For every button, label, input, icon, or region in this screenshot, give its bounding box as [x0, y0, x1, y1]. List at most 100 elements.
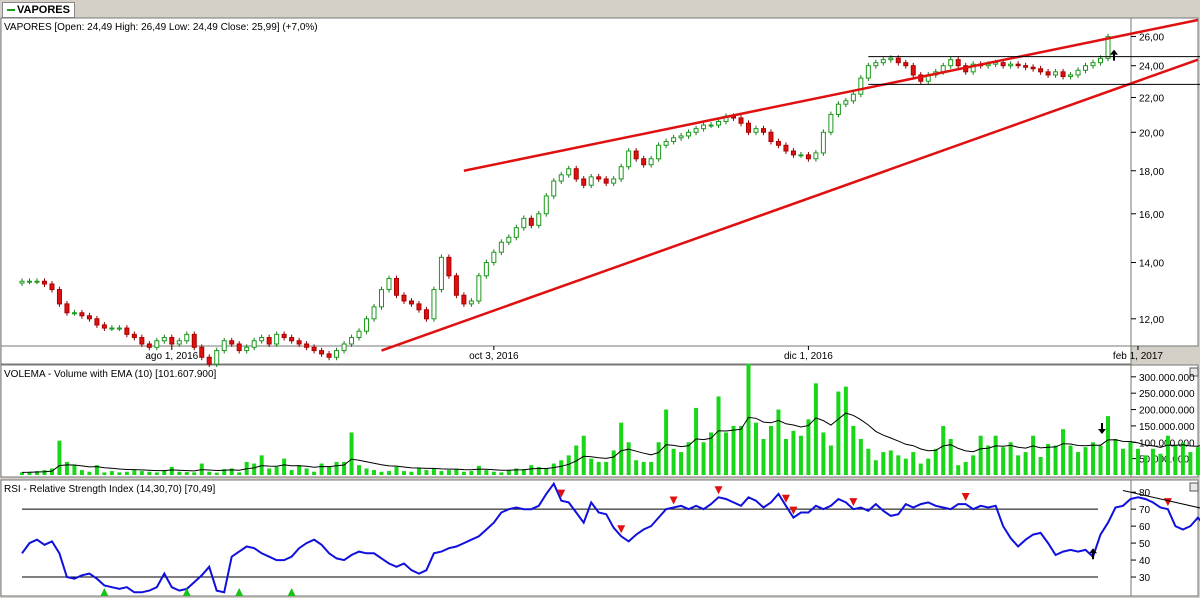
volume-bar: [1135, 448, 1140, 475]
volume-bar: [1188, 452, 1193, 475]
candle: [678, 135, 684, 139]
volume-bar: [529, 465, 534, 475]
candle: [618, 166, 624, 180]
upper-channel-line: [463, 18, 1199, 172]
volume-bar: [132, 470, 137, 475]
volume-axis-label: 250.000.000: [1139, 389, 1195, 400]
candle: [229, 340, 235, 345]
date-axis-label: dic 1, 2016: [784, 351, 833, 362]
candle: [56, 289, 62, 305]
volume-bar: [656, 442, 661, 475]
candle: [1030, 66, 1036, 70]
candle: [828, 113, 834, 133]
candle: [274, 333, 280, 345]
candle: [641, 158, 647, 166]
volume-bar: [27, 471, 32, 475]
candle: [843, 100, 849, 105]
candle: [19, 280, 25, 284]
candle: [775, 141, 781, 146]
candle: [371, 306, 377, 320]
candle: [266, 337, 272, 345]
date-axis-label: ago 1, 2016: [145, 351, 198, 362]
candle: [858, 77, 864, 95]
volume-bar: [79, 470, 84, 475]
candle: [199, 346, 205, 358]
volume-bar: [971, 455, 976, 475]
volume-bar: [177, 471, 182, 475]
volume-bar: [1076, 452, 1081, 475]
volume-bar: [1106, 416, 1110, 475]
candle: [438, 256, 444, 291]
volume-bar: [222, 469, 227, 475]
volume-bar: [753, 422, 758, 475]
volume-bar: [978, 435, 983, 475]
volume-bar: [282, 458, 287, 475]
candle: [948, 59, 954, 67]
price-axis-label: 16,00: [1139, 210, 1164, 221]
candle: [161, 337, 167, 342]
candle: [543, 195, 549, 215]
candle: [341, 343, 347, 352]
candle: [483, 262, 489, 277]
volume-bar: [491, 471, 496, 475]
candle: [176, 340, 182, 345]
candle: [379, 289, 385, 308]
candle: [536, 213, 542, 226]
candle: [1068, 74, 1074, 78]
volume-axis-label: 200.000.000: [1139, 406, 1195, 417]
volume-bar: [72, 465, 77, 475]
volume-bar: [1038, 457, 1043, 475]
candle: [364, 318, 370, 332]
volume-bar: [761, 439, 766, 475]
volume-bar: [1150, 448, 1155, 475]
rsi-oversold-marker: [287, 588, 296, 596]
candle: [626, 150, 632, 168]
volume-bar: [184, 472, 189, 475]
volume-bar: [304, 468, 309, 475]
volume-bar: [319, 463, 324, 475]
volume-bar: [409, 471, 414, 475]
candle: [1083, 65, 1089, 71]
volume-bar: [888, 450, 893, 475]
rsi-overbought-marker: [669, 496, 678, 505]
candle: [708, 124, 714, 127]
volume-bar: [806, 419, 811, 475]
volume-bar: [454, 469, 459, 475]
volume-bar: [1165, 435, 1170, 475]
volume-bar: [506, 470, 511, 475]
candle: [401, 294, 407, 302]
volume-bar: [252, 463, 257, 475]
candle: [895, 57, 901, 64]
volume-bar: [709, 432, 714, 475]
volume-bar: [956, 465, 961, 475]
volume-bar: [439, 471, 444, 475]
candle: [611, 178, 617, 184]
candle: [86, 315, 92, 320]
volume-bar: [87, 471, 92, 475]
candle: [446, 256, 452, 277]
candle: [910, 65, 916, 76]
candle: [888, 57, 894, 61]
candle: [236, 343, 242, 352]
volume-bar: [1173, 445, 1178, 475]
price-axis-label: 14,00: [1139, 259, 1164, 270]
candle: [423, 309, 429, 320]
volume-bar: [821, 432, 826, 475]
volume-bar: [476, 465, 481, 475]
rsi-trendline: [1122, 489, 1200, 509]
volume-bar: [791, 430, 796, 475]
volume-bar: [948, 439, 953, 475]
volume-bar: [866, 448, 871, 475]
volume-bar: [207, 471, 212, 475]
candle: [498, 241, 504, 253]
volume-bar: [1195, 447, 1200, 475]
volume-bar: [664, 409, 669, 475]
volume-bar: [94, 465, 99, 475]
volume-bar: [851, 425, 856, 475]
candle: [64, 303, 70, 314]
price-axis-label: 18,00: [1139, 167, 1164, 178]
volume-bar: [918, 463, 923, 475]
volume-bar: [581, 435, 586, 475]
candle: [581, 178, 587, 186]
